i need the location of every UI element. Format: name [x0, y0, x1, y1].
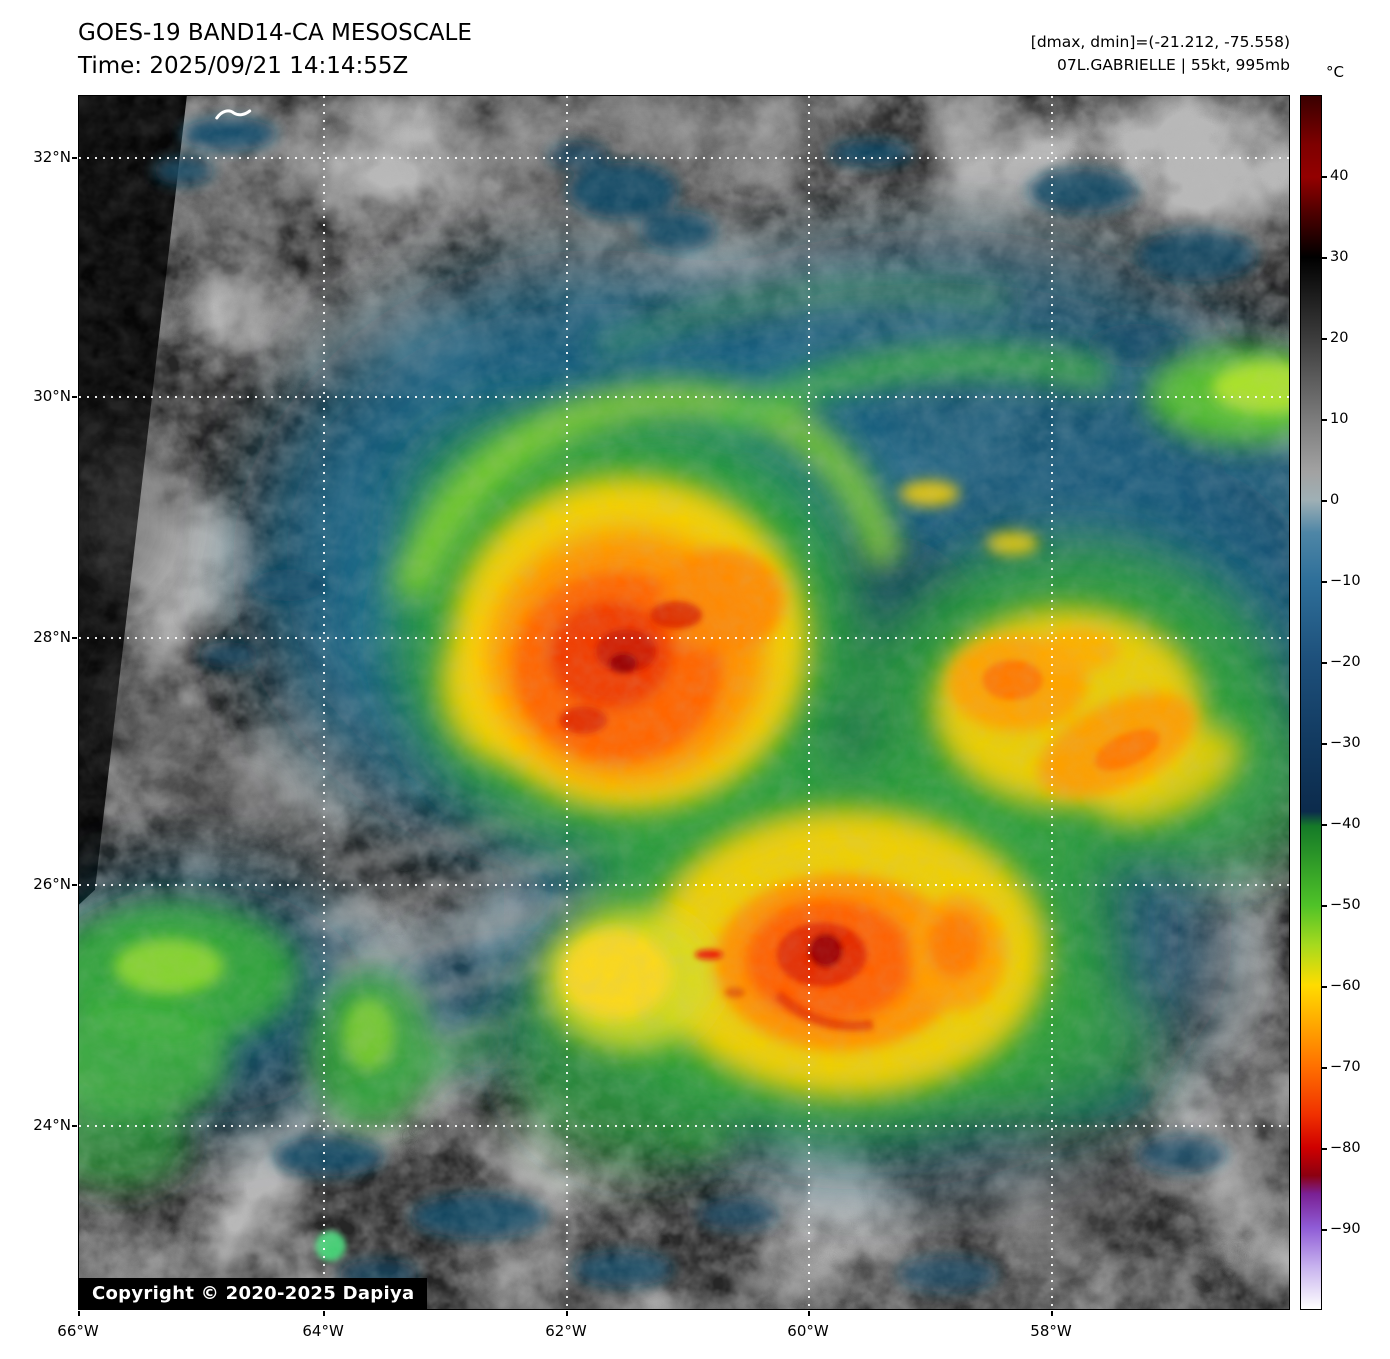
gridline-longitude: [807, 96, 810, 1309]
latitude-label: 26°N: [33, 874, 71, 893]
colorbar-tick-mark: [1322, 1228, 1327, 1231]
gridline-latitude: [79, 156, 1289, 159]
latitude-axis: 32°N 30°N 28°N 26°N 24°N: [0, 0, 71, 1359]
longitude-tick-mark: [78, 1311, 80, 1316]
copyright-badge: Copyright © 2020-2025 Dapiya: [79, 1278, 428, 1309]
colorbar-tick-label: −30: [1330, 734, 1361, 751]
colorbar-tick-label: −40: [1330, 816, 1361, 832]
colorbar-tick-label: −90: [1330, 1220, 1361, 1237]
colorbar-tick-label: −50: [1330, 897, 1361, 914]
colorbar-tick-label: −60: [1330, 977, 1361, 994]
longitude-tick-mark: [565, 1311, 568, 1316]
colorbar-tick-label: −80: [1330, 1140, 1361, 1157]
colorbar-tick-mark: [1322, 905, 1327, 908]
latitude-tick-mark: [72, 395, 77, 398]
dmax-dmin-label: [dmax, dmin]=(-21.212, -75.558): [1030, 33, 1290, 51]
colorbar-tick-mark: [1322, 499, 1327, 502]
longitude-tick-mark: [323, 1311, 326, 1316]
colorbar-tick-mark: [1322, 176, 1327, 179]
colorbar-tick-mark: [1322, 985, 1327, 988]
colorbar-tick-label: −10: [1330, 573, 1361, 589]
longitude-label: 58°W: [1030, 1322, 1072, 1340]
bermuda-island-outline: [215, 109, 252, 120]
colorbar-tick-label: −20: [1330, 654, 1361, 671]
longitude-label: 62°W: [545, 1322, 587, 1340]
gridline-longitude: [565, 96, 568, 1309]
colorbar-tick-label: 30: [1330, 248, 1349, 265]
latitude-tick-mark: [72, 636, 77, 639]
colorbar-tick-mark: [1322, 824, 1327, 826]
colorbar-ticks: 40 30 20 10 0 −10 −20 −30 −40 −50 −60 −70 −80 −90: [1330, 95, 1388, 1310]
storm-info-label: 07L.GABRIELLE | 55kt, 995mb: [1057, 56, 1290, 74]
colorbar-tick-mark: [1322, 338, 1327, 340]
longitude-label: 64°W: [302, 1322, 344, 1340]
gridline-latitude: [79, 1124, 1289, 1127]
latitude-tick-mark: [72, 883, 77, 886]
timestamp-label: Time: 2025/09/21 14:14:55Z: [78, 53, 409, 79]
colorbar-tick-mark: [1322, 742, 1327, 745]
latitude-tick-mark: [72, 1124, 77, 1127]
colorbar-tick-mark: [1322, 581, 1327, 583]
gridline-longitude: [1050, 96, 1053, 1309]
gridline-latitude: [79, 636, 1289, 639]
gridline-latitude: [79, 395, 1289, 398]
longitude-label: 60°W: [787, 1322, 829, 1340]
latlon-grid-overlay: [79, 96, 1289, 1309]
colorbar-tick-label: 40: [1330, 168, 1349, 185]
temperature-colorbar: [1300, 95, 1322, 1310]
satellite-imagery: [79, 96, 1289, 1309]
latitude-tick-mark: [72, 156, 77, 159]
surface-grain-overlay: [79, 96, 1289, 1309]
colorbar-unit-label: °C: [1326, 63, 1344, 81]
map-panel: Copyright © 2020-2025 Dapiya: [78, 95, 1290, 1310]
colorbar-tick-label: −70: [1330, 1059, 1361, 1075]
colorbar-tick-mark: [1322, 1067, 1327, 1069]
latitude-label: 30°N: [33, 386, 71, 405]
longitude-tick-mark: [807, 1311, 810, 1316]
colorbar-tick-mark: [1322, 256, 1327, 259]
colorbar-tick-mark: [1322, 662, 1327, 665]
colorbar-tick-label: 0: [1330, 491, 1340, 508]
colorbar-tick-mark: [1322, 1148, 1327, 1151]
colorbar-gradient: [1301, 96, 1321, 1309]
latitude-label: 24°N: [33, 1115, 71, 1134]
longitude-label: 66°W: [57, 1322, 99, 1340]
page-title: GOES-19 BAND14-CA MESOSCALE: [78, 20, 472, 46]
colorbar-tick-label: 20: [1330, 330, 1349, 346]
latitude-label: 32°N: [33, 147, 71, 166]
longitude-tick-mark: [1050, 1311, 1053, 1316]
colorbar-tick-mark: [1322, 419, 1327, 422]
gridline-latitude: [79, 883, 1289, 886]
gridline-longitude: [323, 96, 326, 1309]
colorbar-tick-label: 10: [1330, 411, 1349, 428]
latitude-label: 28°N: [33, 627, 71, 646]
